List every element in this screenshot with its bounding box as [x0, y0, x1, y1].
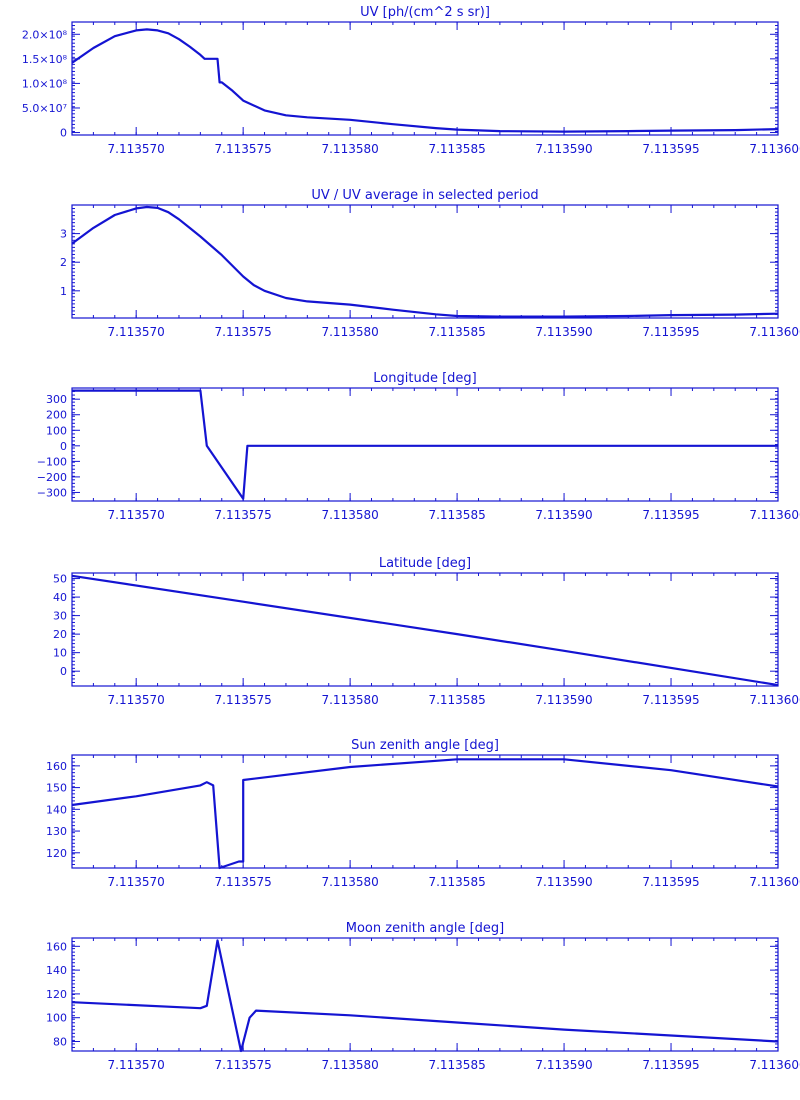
chart-title: Moon zenith angle [deg] — [346, 921, 504, 936]
chart-title: Longitude [deg] — [373, 371, 476, 386]
chart-title: Latitude [deg] — [379, 556, 471, 571]
x-tick-label: 7.113570 — [108, 1058, 165, 1072]
y-tick-label: 140 — [46, 964, 67, 977]
x-tick-label: 7.113585 — [428, 693, 485, 707]
y-tick-label: 1.5×10⁸ — [22, 53, 68, 66]
series-line — [71, 205, 779, 318]
x-tick-label: 7.113595 — [642, 508, 699, 522]
chart-panel-2: UV / UV average in selected period 7.1135… — [60, 188, 800, 339]
y-tick-label: 140 — [46, 803, 67, 816]
y-tick-label: 1.0×10⁸ — [22, 77, 68, 90]
x-tick-label: 7.113580 — [321, 142, 378, 156]
x-tick-label: 7.113570 — [108, 325, 165, 339]
x-tick-label: 7.113580 — [321, 1058, 378, 1072]
x-tick-label: 7.113570 — [108, 693, 165, 707]
x-tick-label: 7.113590 — [535, 142, 592, 156]
x-tick-label: 7.113570 — [108, 142, 165, 156]
x-tick-label: 7.113575 — [215, 875, 272, 889]
x-tick-label: 7.113585 — [428, 1058, 485, 1072]
x-tick-label: 7.113595 — [642, 875, 699, 889]
y-tick-label: 30 — [53, 610, 67, 623]
x-tick-label: 7.113580 — [321, 875, 378, 889]
y-tick-label: 160 — [46, 760, 67, 773]
y-tick-label: 5.0×10⁷ — [22, 102, 67, 115]
y-tick-label: 0 — [60, 127, 67, 140]
x-tick-label: 7.113575 — [215, 325, 272, 339]
y-tick-label: 100 — [46, 424, 67, 437]
y-tick-label: 200 — [46, 409, 67, 422]
y-tick-label: 50 — [53, 573, 67, 586]
series-line — [72, 389, 778, 500]
plot-frame — [71, 387, 779, 502]
chart-panel-3: Longitude [deg] 7.113570 7.113575 7.113580 7… — [37, 371, 800, 522]
chart-title: UV / UV average in selected period — [311, 188, 538, 203]
x-tick-label: 7.113585 — [428, 142, 485, 156]
y-tick-label: 0 — [60, 440, 67, 453]
y-tick-label: −200 — [37, 471, 67, 484]
x-tick-label: 7.113590 — [535, 693, 592, 707]
y-tick-label: 1 — [60, 285, 67, 298]
y-tick-label: 100 — [46, 1012, 67, 1025]
x-tick-label: 7.113595 — [642, 1058, 699, 1072]
x-tick-label: 7.113570 — [108, 875, 165, 889]
y-tick-label: 150 — [46, 782, 67, 795]
x-tick-label: 7.113575 — [215, 142, 272, 156]
x-tick-label: 7.113595 — [642, 142, 699, 156]
y-tick-label: 2.0×10⁸ — [22, 28, 68, 41]
chart-panel-1: UV [ph/(cm^2 s sr)] 7.113570 7.113575 7.113… — [22, 5, 800, 156]
chart-panel-6: Moon zenith angle [deg] 7.113570 7.113575 7… — [46, 921, 800, 1072]
x-tick-label: 7.113575 — [215, 693, 272, 707]
x-tick-label: 7.113580 — [321, 693, 378, 707]
x-tick-label: 7.113590 — [535, 1058, 592, 1072]
y-tick-label: −300 — [37, 486, 67, 499]
x-tick-label: 7.113595 — [642, 693, 699, 707]
plot-frame — [71, 937, 779, 1052]
y-tick-label: 10 — [53, 647, 67, 660]
x-tick-label: 7.113575 — [215, 508, 272, 522]
y-tick-label: 160 — [46, 940, 67, 953]
y-tick-label: 120 — [46, 988, 67, 1001]
plot-frame — [71, 204, 779, 319]
chart-title: UV [ph/(cm^2 s sr)] — [360, 5, 490, 20]
y-tick-label: 130 — [46, 825, 67, 838]
series-line — [71, 939, 779, 1053]
y-tick-label: 80 — [53, 1035, 67, 1048]
x-tick-label: 7.113575 — [215, 1058, 272, 1072]
y-tick-label: 40 — [53, 591, 67, 604]
y-tick-label: 0 — [60, 665, 67, 678]
series-line — [71, 758, 779, 870]
x-tick-label: 7.113585 — [428, 325, 485, 339]
x-tick-label: 7.113585 — [428, 875, 485, 889]
y-tick-label: 120 — [46, 847, 67, 860]
y-tick-label: 2 — [60, 256, 67, 269]
y-tick-label: 3 — [60, 228, 67, 241]
plot-frame — [71, 754, 779, 869]
y-tick-label: −100 — [37, 455, 67, 468]
x-tick-label: 7.113595 — [642, 325, 699, 339]
x-tick-label: 7.113590 — [535, 325, 592, 339]
x-tick-label: 7.113580 — [321, 508, 378, 522]
x-tick-label: 7.113585 — [428, 508, 485, 522]
chart-panel-5: Sun zenith angle [deg] 7.113570 7.113575 7.… — [46, 738, 800, 889]
chart-title: Sun zenith angle [deg] — [351, 738, 499, 753]
chart-panel-4: Latitude [deg] 7.113570 7.113575 7.113580 7.… — [53, 556, 800, 707]
y-tick-label: 300 — [46, 393, 67, 406]
y-tick-label: 20 — [53, 628, 67, 641]
x-tick-label: 7.113590 — [535, 875, 592, 889]
series-line — [71, 574, 779, 687]
x-tick-label: 7.113590 — [535, 508, 592, 522]
series-line — [71, 28, 779, 133]
x-tick-label: 7.113580 — [321, 325, 378, 339]
x-tick-label: 7.113570 — [108, 508, 165, 522]
